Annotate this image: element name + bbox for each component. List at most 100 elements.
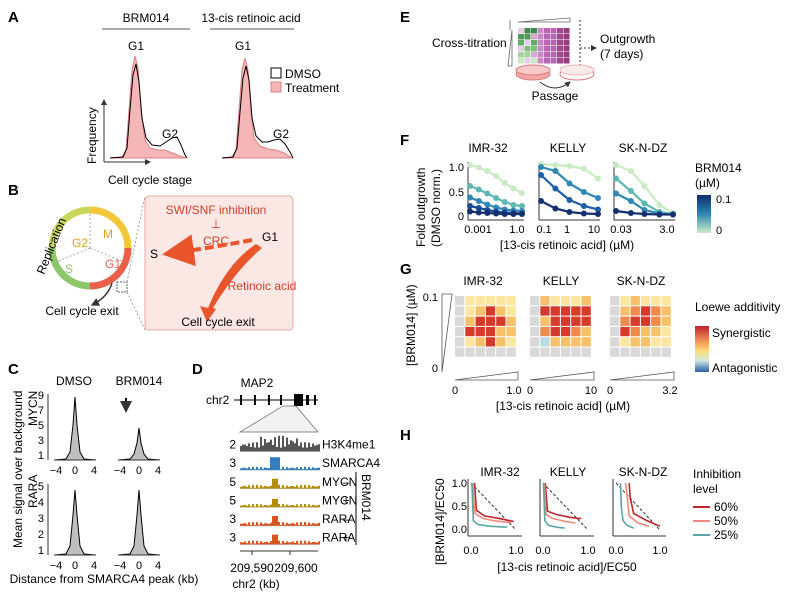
panel-g-heat-cell [571, 306, 581, 316]
panel-e-plate-well [550, 58, 557, 64]
panel-h-legend: 60%50%25% [693, 500, 738, 542]
panel-c-row-rara: RARA [26, 475, 40, 508]
panel-d-exon [294, 394, 303, 406]
panel-g-heat-cell [455, 337, 465, 347]
panel-a-title-retinoic: 13-cis retinoic acid [201, 11, 300, 25]
panel-g-x-wedge-1 [454, 371, 519, 381]
panel-f-point [595, 206, 601, 213]
panel-d-exon [254, 395, 256, 405]
panel-c-label: C [8, 361, 19, 378]
panel-e-plate-well [544, 58, 550, 64]
panel-d-chrom: chr2 [206, 393, 230, 407]
panel-b-inset-g1: G1 [262, 230, 278, 244]
panel-f-point [501, 211, 508, 217]
panel-b-exit-label: Cell cycle exit [45, 304, 119, 318]
panel-c-mycn-xtick-1a: −4 [50, 465, 63, 477]
panel-g-heat-cell [506, 306, 516, 316]
panel-b-arc-g2 [48, 206, 91, 249]
panel-e-plate-well [531, 28, 537, 34]
panel-e-passage-arrow [539, 81, 571, 89]
panel-e-plate-well [563, 52, 570, 58]
panel-g-heat-cell [651, 347, 661, 357]
panel-f-point [613, 208, 619, 214]
panel-h-title-skndz: SK-N-DZ [619, 465, 668, 479]
panel-f-point [475, 164, 482, 171]
panel-g-heat-cell [550, 347, 560, 357]
panel-b-inset-exit-arrow [200, 244, 262, 322]
panel-c-mycn-xtick-1c: 4 [91, 465, 97, 477]
panel-g-heat-cell [661, 347, 671, 357]
panel-e-plate-well [524, 40, 531, 46]
panel-f-point [627, 168, 634, 174]
panel-e-plate-well [524, 28, 531, 34]
panel-c-mycn-ytick-9: 9 [38, 390, 44, 402]
panel-d-track: 3 RARA– [229, 512, 355, 527]
panel-a-dmso-hist-2 [221, 65, 294, 159]
panel-f-point [510, 211, 517, 217]
panel-f-point [475, 205, 482, 211]
panel-c-rara-xtick-1b: 0 [72, 560, 78, 572]
panel-h-ytick-1: 1.0 [452, 478, 467, 490]
panel-g-heat-cell [455, 306, 465, 316]
panel-g-heat-cell [475, 347, 485, 357]
panel-g-heat-cell [651, 326, 661, 337]
panel-f-plots [467, 161, 676, 221]
panel-f-ytick-1: 1.0 [449, 162, 464, 174]
panel-g-heat-cell [475, 326, 485, 337]
panel-g-heat-cell [581, 337, 591, 347]
panel-f-point [510, 202, 517, 208]
panel-f-point [475, 198, 482, 204]
panel-a-legend-dmso-swatch [270, 67, 282, 79]
panel-g-heat-cell [581, 347, 591, 357]
panel-f-point [627, 188, 634, 194]
panel-g-ytick-low: 0 [432, 363, 438, 375]
panel-b-phase-s: S [65, 262, 73, 276]
panel-e-plate-well [563, 46, 570, 52]
panel-d-track-name: SMARCA4 [322, 456, 380, 470]
panel-f-point [467, 208, 473, 215]
panel-a-dmso-hist-1 [109, 63, 188, 159]
panel-h-additivity-line [615, 482, 661, 531]
panel-g-heat-cell [496, 326, 506, 337]
panel-g-xtick-a2: 1.0 [506, 385, 521, 397]
panel-h-xtick-c1: 0.0 [608, 545, 623, 557]
panel-h-legend-title-1: Inhibition [693, 467, 741, 481]
panel-f-point [595, 195, 601, 201]
panel-e-days: (7 days) [600, 47, 643, 61]
panel-c-rara-brm014-peak [117, 489, 161, 556]
panel-f-point [552, 205, 559, 212]
panel-g-heat-cell [610, 347, 620, 357]
panel-g-heat-cell [571, 326, 581, 337]
panel-h-plots [467, 479, 666, 537]
panel-g-xtick-b2: 10 [585, 385, 597, 397]
panel-f-point [613, 190, 619, 197]
panel-c-mycn-xtick-2c: 4 [155, 465, 161, 477]
panel-g-heat-cell [620, 337, 630, 347]
panel-f-point [627, 198, 634, 204]
panel-g-heat-cell [455, 296, 465, 306]
panel-f-ylabel-2: (DMSO norm.) [429, 169, 443, 247]
panel-d-track-signal [240, 457, 320, 471]
panel-g-heat-cell [610, 337, 620, 347]
panel-e-passage: Passage [532, 89, 579, 103]
panel-c-mycn-xtick-2b: 0 [136, 465, 142, 477]
panel-g-heat-cell [651, 306, 661, 316]
panel-g-heat-cell [640, 296, 651, 306]
panel-h-additivity-line [542, 482, 589, 531]
panel-e-plate-well [531, 46, 537, 52]
panel-g-heat-cell [661, 296, 671, 306]
panel-g-heat-cell [530, 306, 540, 316]
panel-d-track-scale: 5 [229, 475, 236, 489]
panel-d-track: 5 MYCN+ [229, 493, 357, 508]
panel-e-plate-well [563, 34, 570, 40]
panel-f-point [595, 211, 601, 217]
panel-d-xtick-2: 209,600 [274, 561, 318, 575]
panel-g-heat-cell [506, 296, 516, 306]
panel-d-label: D [192, 361, 203, 378]
panel-g-xtick-c1: 0 [607, 385, 613, 397]
panel-c-rara-xtick-2b: 0 [136, 560, 142, 572]
panel-c-title-brm014: BRM014 [116, 374, 163, 388]
panel-d-track-name: H3K4me1 [322, 438, 376, 452]
panel-e-wedge-v [507, 29, 513, 67]
panel-g-label: G [400, 261, 412, 278]
